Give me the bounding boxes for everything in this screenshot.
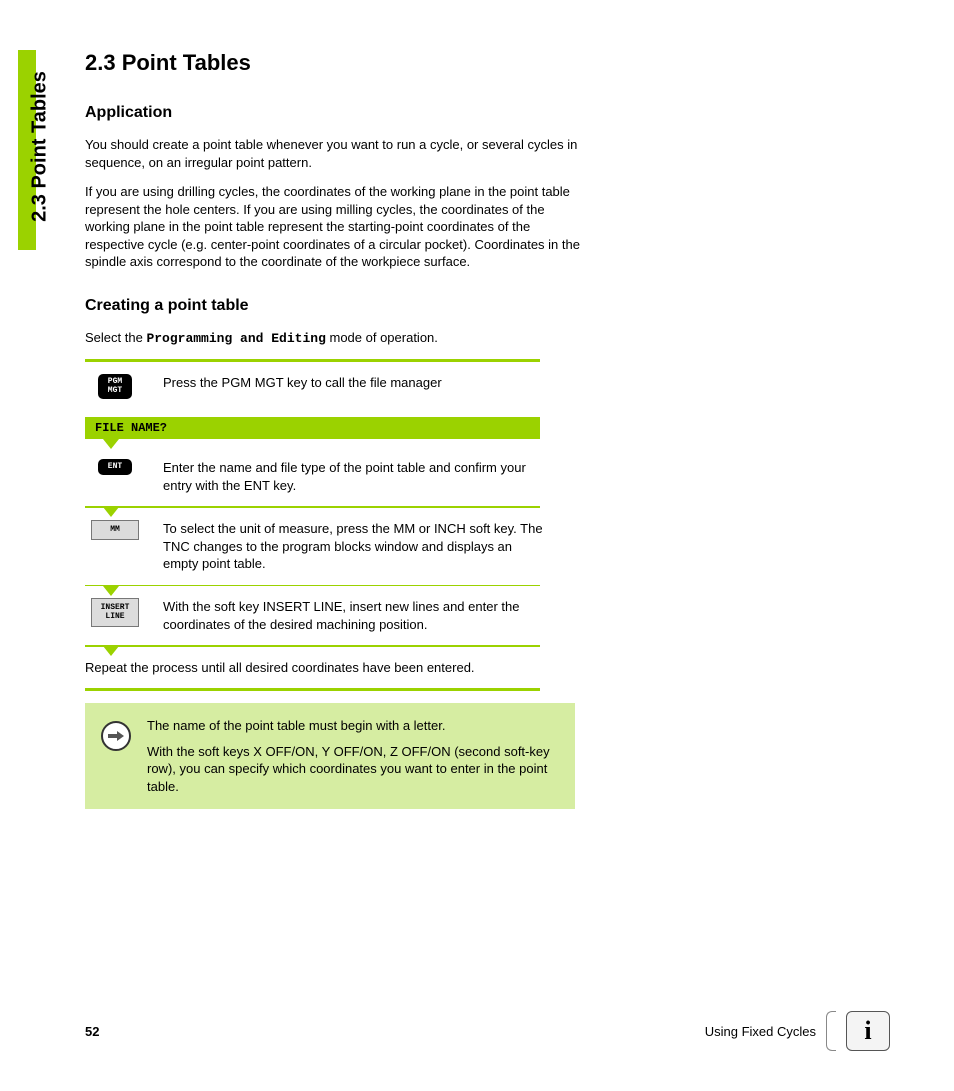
step-row: MM To select the unit of measure, press … xyxy=(85,520,585,573)
page-number: 52 xyxy=(85,1024,99,1039)
note-line-1: The name of the point table must begin w… xyxy=(147,717,559,735)
pgm-mgt-key: PGM MGT xyxy=(98,374,132,399)
step-text: With the soft key INSERT LINE, insert ne… xyxy=(163,598,585,633)
rule-divider xyxy=(85,506,540,508)
key-line: PGM xyxy=(103,378,127,386)
mm-softkey: MM xyxy=(91,520,139,540)
step-row: INSERT LINE With the soft key INSERT LIN… xyxy=(85,598,585,633)
key-line: LINE xyxy=(98,613,132,621)
rule-bottom xyxy=(85,688,540,691)
insert-line-softkey: INSERT LINE xyxy=(91,598,139,627)
note-box: The name of the point table must begin w… xyxy=(85,703,575,809)
creating-intro: Select the Programming and Editing mode … xyxy=(85,329,585,348)
side-tab-label: 2.3 Point Tables xyxy=(29,47,52,247)
chapter-title: Using Fixed Cycles xyxy=(705,1024,816,1039)
arrow-right-icon xyxy=(101,721,131,751)
page-footer: 52 Using Fixed Cycles i xyxy=(85,1011,890,1051)
key-line: MGT xyxy=(103,387,127,395)
application-para-1: You should create a point table whenever… xyxy=(85,136,585,171)
step-text: Press the PGM MGT key to call the file m… xyxy=(163,374,585,392)
key-line: INSERT xyxy=(98,604,132,612)
bracket-icon xyxy=(826,1011,836,1051)
step-row: ENT Enter the name and file type of the … xyxy=(85,459,585,494)
section-creating-title: Creating a point table xyxy=(85,297,585,315)
creating-intro-suffix: mode of operation. xyxy=(326,330,438,345)
rule-divider xyxy=(85,585,540,587)
section-application-title: Application xyxy=(85,104,585,122)
page-title: 2.3 Point Tables xyxy=(85,50,585,76)
side-tab: 2.3 Point Tables xyxy=(18,50,46,250)
rule-divider xyxy=(85,645,540,647)
page-content: 2.3 Point Tables Application You should … xyxy=(85,50,585,809)
creating-outro: Repeat the process until all desired coo… xyxy=(85,659,585,677)
step-row: PGM MGT Press the PGM MGT key to call th… xyxy=(85,374,585,399)
info-icon: i xyxy=(846,1011,890,1051)
creating-intro-prefix: Select the xyxy=(85,330,146,345)
rule-top xyxy=(85,359,540,362)
application-para-2: If you are using drilling cycles, the co… xyxy=(85,183,585,271)
note-line-2: With the soft keys X OFF/ON, Y OFF/ON, Z… xyxy=(147,743,559,796)
step-text: Enter the name and file type of the poin… xyxy=(163,459,585,494)
step-text: To select the unit of measure, press the… xyxy=(163,520,585,573)
ent-key: ENT xyxy=(98,459,132,475)
prompt-bar-file-name: FILE NAME? xyxy=(85,417,540,439)
creating-intro-mono: Programming and Editing xyxy=(146,331,325,346)
